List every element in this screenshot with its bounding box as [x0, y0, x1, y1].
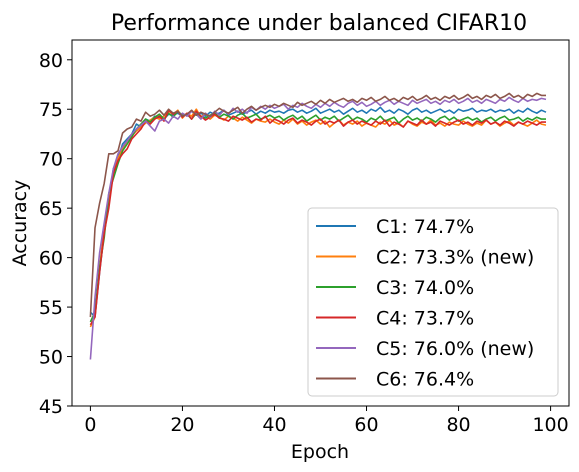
x-axis: 0 20 40 60 80 100	[84, 406, 569, 436]
series-line-c6	[89, 92, 546, 318]
y-tick-label: 75	[39, 99, 63, 121]
plot-area	[89, 92, 547, 360]
y-tick-label: 45	[39, 396, 63, 418]
x-tick-label: 0	[84, 414, 96, 436]
legend-box	[307, 207, 559, 397]
x-tick-label: 100	[532, 414, 568, 436]
x-tick-label: 80	[446, 414, 470, 436]
legend-entry: C6: 76.4%	[376, 369, 474, 391]
x-tick-label: 40	[262, 414, 286, 436]
legend: C1: 74.7% C2: 73.3% (new) C3: 74.0% C4: 73.…	[307, 207, 559, 397]
series-line-c5	[89, 96, 547, 360]
y-tick-label: 50	[39, 347, 63, 369]
legend-entry: C1: 74.7%	[376, 216, 474, 238]
chart-title: Performance under balanced CIFAR10	[111, 11, 527, 36]
legend-entry: C4: 73.7%	[376, 308, 474, 330]
y-axis-label: Accuracy	[9, 180, 31, 267]
y-tick-label: 60	[39, 248, 63, 270]
legend-entry: C2: 73.3% (new)	[376, 247, 534, 269]
legend-entry: C3: 74.0%	[376, 277, 474, 299]
legend-entry: C5: 76.0% (new)	[376, 338, 534, 360]
x-axis-label: Epoch	[291, 441, 349, 463]
x-tick-label: 20	[170, 414, 194, 436]
y-tick-label: 80	[39, 50, 63, 72]
y-axis: 45 50 55 60 65 70 75 80	[39, 50, 72, 418]
plot-frame	[71, 39, 570, 407]
y-tick-label: 70	[39, 149, 63, 171]
series-line-c4	[89, 109, 546, 326]
x-tick-label: 60	[354, 414, 378, 436]
y-tick-label: 55	[39, 297, 63, 319]
y-tick-label: 65	[39, 198, 63, 220]
